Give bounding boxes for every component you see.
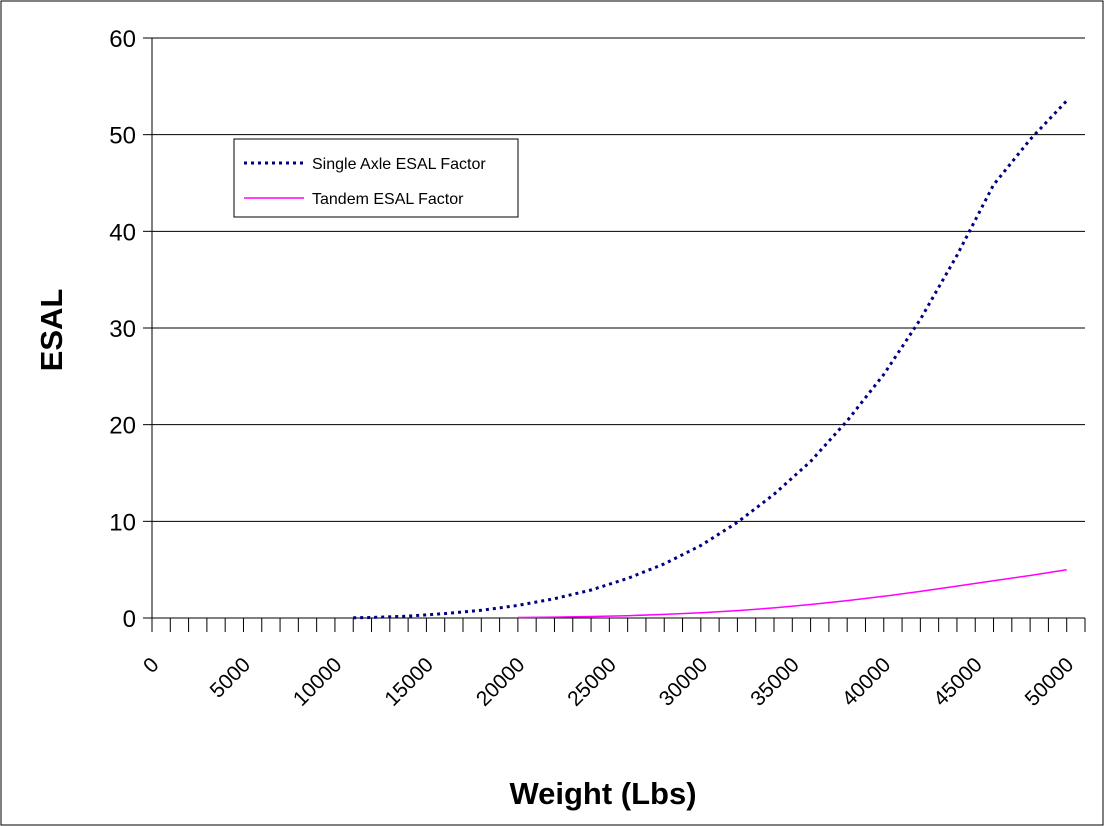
y-axis-title: ESAL — [34, 289, 69, 372]
series-line-single-axle — [353, 99, 1068, 620]
axes — [143, 37, 1086, 632]
legend-label-tandem: Tandem ESAL Factor — [312, 191, 464, 208]
gridlines — [152, 37, 1085, 522]
x-axis-title: Weight (Lbs) — [509, 776, 696, 811]
y-tick-label: 60 — [109, 26, 136, 53]
y-tick-label: 30 — [109, 316, 136, 343]
y-tick-label: 0 — [123, 606, 136, 633]
legend-label-single-axle: Single Axle ESAL Factor — [312, 156, 486, 173]
legend: Single Axle ESAL Factor Tandem ESAL Fact… — [233, 138, 519, 218]
y-tick-label: 10 — [109, 509, 136, 536]
series-line-tandem — [517, 568, 1067, 619]
series-lines — [353, 99, 1068, 620]
y-tick-label: 50 — [109, 123, 136, 150]
legend-box — [233, 138, 519, 218]
y-tick-label: 40 — [109, 219, 136, 246]
y-tick-label: 20 — [109, 413, 136, 440]
